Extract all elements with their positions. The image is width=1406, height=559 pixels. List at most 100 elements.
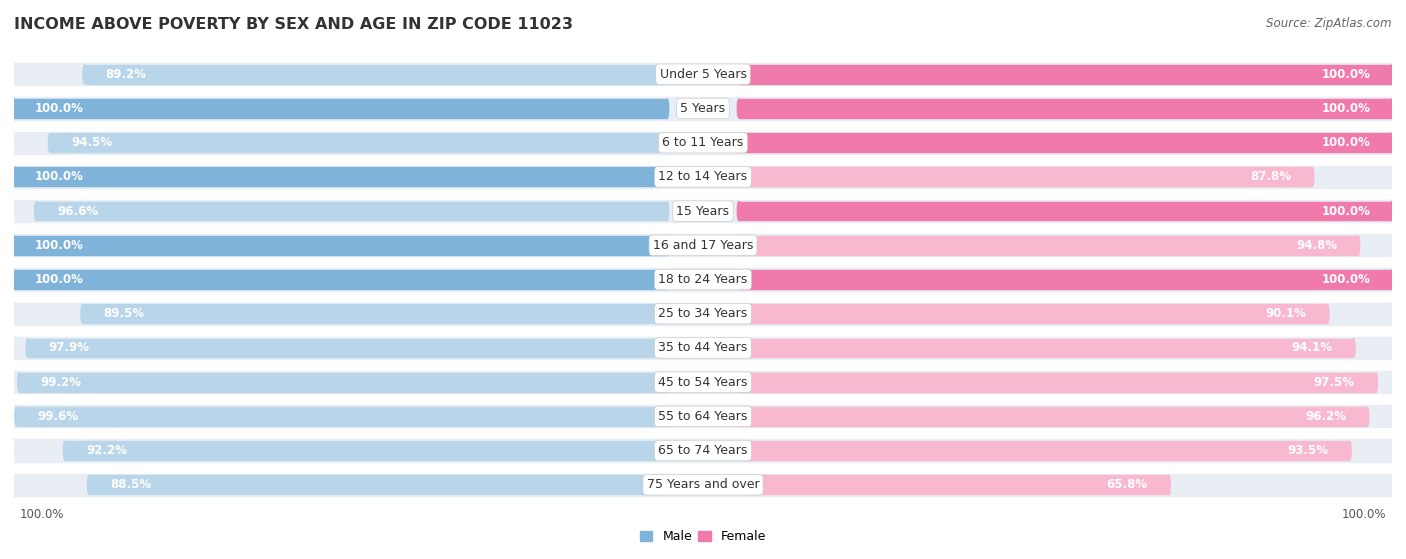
Circle shape — [737, 373, 741, 391]
Bar — [17, 407, 666, 426]
Text: 100.0%: 100.0% — [35, 239, 84, 252]
Bar — [14, 166, 1392, 188]
Circle shape — [665, 236, 669, 255]
Circle shape — [1391, 234, 1393, 257]
Circle shape — [13, 473, 15, 496]
Bar — [14, 337, 1392, 359]
Text: 88.5%: 88.5% — [110, 479, 152, 491]
Circle shape — [1391, 131, 1393, 154]
Text: 65 to 74 Years: 65 to 74 Years — [658, 444, 748, 457]
Bar — [14, 131, 1392, 154]
Circle shape — [1167, 475, 1170, 494]
Bar — [65, 441, 666, 460]
Circle shape — [737, 168, 741, 186]
Text: 65.8%: 65.8% — [1107, 479, 1147, 491]
Bar — [14, 168, 666, 186]
Circle shape — [1391, 97, 1393, 120]
Circle shape — [13, 302, 15, 325]
Text: 96.2%: 96.2% — [1305, 410, 1346, 423]
Circle shape — [665, 270, 669, 289]
Bar — [14, 97, 1392, 120]
Text: 45 to 54 Years: 45 to 54 Years — [658, 376, 748, 389]
Bar — [740, 65, 1392, 84]
Text: 12 to 14 Years: 12 to 14 Years — [658, 170, 748, 183]
Circle shape — [13, 337, 15, 359]
Bar — [14, 371, 1392, 393]
Text: 100.0%: 100.0% — [1322, 136, 1371, 149]
Circle shape — [1391, 65, 1393, 84]
Circle shape — [48, 133, 52, 152]
Bar — [14, 236, 666, 255]
Circle shape — [665, 168, 669, 186]
Circle shape — [13, 166, 15, 188]
Bar — [14, 405, 1392, 428]
Circle shape — [1310, 168, 1315, 186]
Text: 90.1%: 90.1% — [1265, 307, 1306, 320]
Text: 100.0%: 100.0% — [1322, 273, 1371, 286]
Circle shape — [1391, 63, 1393, 86]
Text: 5 Years: 5 Years — [681, 102, 725, 115]
Circle shape — [63, 441, 66, 460]
Circle shape — [737, 99, 741, 118]
Circle shape — [1391, 439, 1393, 462]
Bar — [740, 99, 1392, 118]
Circle shape — [1326, 304, 1329, 323]
Bar — [14, 270, 666, 289]
Bar — [14, 234, 1392, 257]
Circle shape — [1391, 270, 1393, 289]
Circle shape — [665, 99, 669, 118]
Bar — [28, 339, 666, 357]
Circle shape — [1391, 473, 1393, 496]
Text: 89.2%: 89.2% — [105, 68, 146, 80]
Circle shape — [13, 268, 15, 291]
Bar — [740, 304, 1327, 323]
Circle shape — [737, 133, 741, 152]
Text: 25 to 34 Years: 25 to 34 Years — [658, 307, 748, 320]
Text: 35 to 44 Years: 35 to 44 Years — [658, 342, 748, 354]
Circle shape — [1391, 337, 1393, 359]
Circle shape — [737, 304, 741, 323]
Circle shape — [737, 475, 741, 494]
Circle shape — [18, 373, 21, 391]
Circle shape — [737, 236, 741, 255]
Bar — [14, 302, 1392, 325]
Text: 100.0%: 100.0% — [1322, 102, 1371, 115]
Circle shape — [665, 407, 669, 426]
Text: 99.2%: 99.2% — [41, 376, 82, 389]
Bar — [14, 473, 1392, 496]
Circle shape — [1391, 166, 1393, 188]
Circle shape — [665, 339, 669, 357]
Bar — [740, 475, 1168, 494]
Text: 99.6%: 99.6% — [38, 410, 79, 423]
Circle shape — [665, 133, 669, 152]
Text: 18 to 24 Years: 18 to 24 Years — [658, 273, 748, 286]
Bar — [37, 202, 666, 220]
Circle shape — [1365, 407, 1369, 426]
Text: 55 to 64 Years: 55 to 64 Years — [658, 410, 748, 423]
Circle shape — [737, 339, 741, 357]
Text: 92.2%: 92.2% — [86, 444, 127, 457]
Circle shape — [13, 439, 15, 462]
Legend: Male, Female: Male, Female — [636, 525, 770, 548]
Text: Source: ZipAtlas.com: Source: ZipAtlas.com — [1267, 17, 1392, 30]
Text: 6 to 11 Years: 6 to 11 Years — [662, 136, 744, 149]
Text: 97.9%: 97.9% — [49, 342, 90, 354]
Circle shape — [13, 131, 15, 154]
Text: 87.8%: 87.8% — [1250, 170, 1291, 183]
Circle shape — [15, 407, 18, 426]
Bar — [14, 268, 1392, 291]
Text: 100.0%: 100.0% — [1322, 205, 1371, 217]
Circle shape — [665, 475, 669, 494]
Circle shape — [13, 168, 15, 186]
Bar — [14, 439, 1392, 462]
Circle shape — [13, 234, 15, 257]
Bar — [14, 63, 1392, 86]
Text: 100.0%: 100.0% — [20, 508, 65, 521]
Circle shape — [83, 65, 86, 84]
Circle shape — [1391, 133, 1393, 152]
Circle shape — [1374, 373, 1378, 391]
Bar — [740, 202, 1392, 220]
Circle shape — [13, 405, 15, 428]
Circle shape — [13, 63, 15, 86]
Circle shape — [87, 475, 91, 494]
